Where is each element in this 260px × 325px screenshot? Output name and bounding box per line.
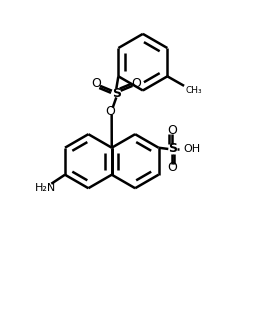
Text: O: O (91, 76, 101, 89)
Text: O: O (168, 124, 178, 137)
Text: S: S (112, 86, 121, 99)
Text: OH: OH (184, 144, 201, 154)
Text: O: O (168, 161, 178, 174)
Text: S: S (168, 142, 177, 155)
Text: O: O (105, 105, 115, 118)
Text: CH₃: CH₃ (185, 86, 202, 95)
Text: H₂N: H₂N (35, 183, 56, 193)
Text: O: O (132, 76, 141, 89)
